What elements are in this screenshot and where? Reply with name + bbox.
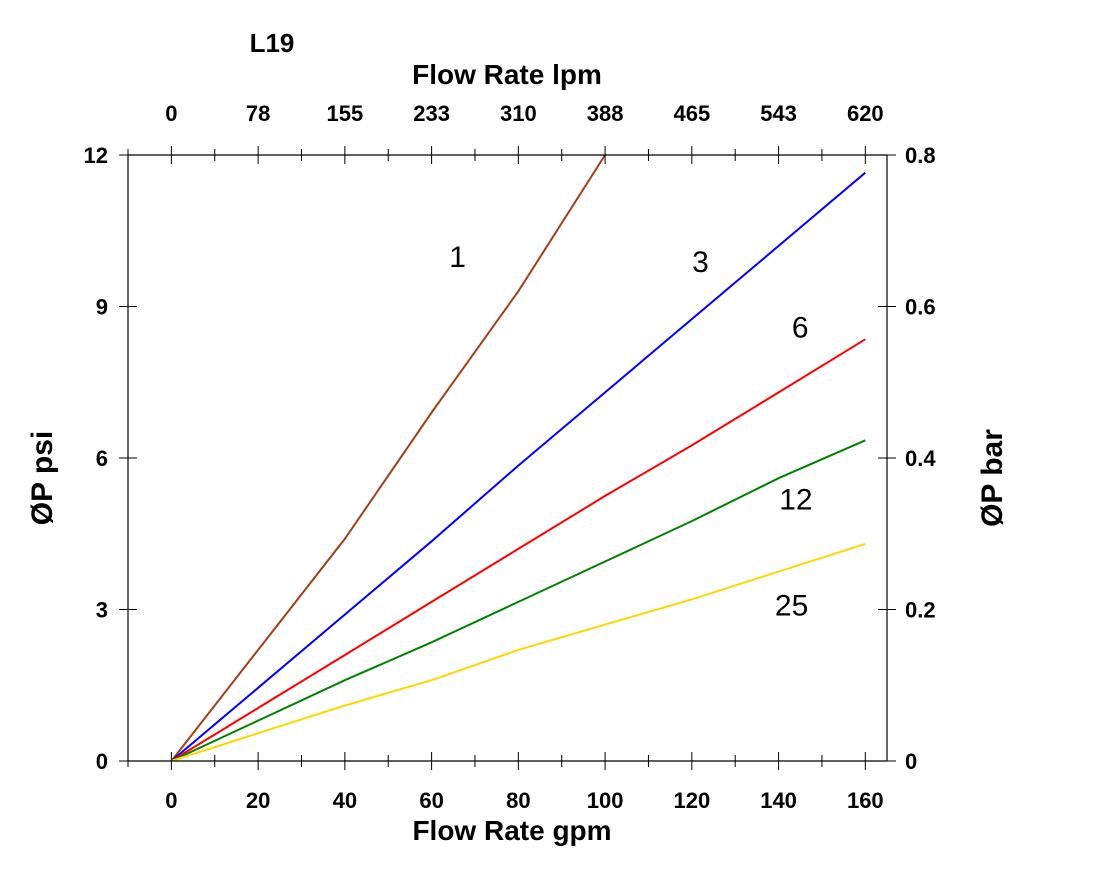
x-tick-label: 80 [506,788,530,813]
series-line-25 [171,542,866,761]
chart-title: L19 [250,28,295,58]
series-line-3 [170,171,866,761]
series-line-6 [170,338,866,761]
plot-area [128,155,887,761]
y-axis-label: ØP psi [26,431,59,525]
curve-annotation-3: 3 [692,246,709,279]
x-tick-label: 120 [673,788,710,813]
curve-annotation-25: 25 [775,589,808,622]
y2-tick-label: 0.6 [905,295,936,320]
y-tick-label: 3 [96,598,108,623]
y2-tick-label: 0 [905,749,917,774]
x-tick-label: 20 [246,788,270,813]
curve-annotation-6: 6 [792,312,809,345]
x2-tick-label: 388 [587,101,624,126]
y-tick-label: 9 [96,295,108,320]
x-tick-label: 0 [165,788,177,813]
x2-tick-label: 233 [413,101,450,126]
x-tick-label: 160 [847,788,884,813]
x2-tick-label: 155 [326,101,363,126]
series-line-12 [170,439,866,761]
x-tick-label: 40 [333,788,357,813]
y-tick-label: 12 [84,143,108,168]
curve-annotation-12: 12 [779,483,812,516]
y-tick-label: 6 [96,446,108,471]
series-line-1 [170,155,607,761]
x2-tick-label: 620 [847,101,884,126]
x2-tick-label: 78 [246,101,270,126]
x2-tick-label: 543 [760,101,797,126]
y-tick-label: 0 [96,749,108,774]
x2-tick-label: 0 [165,101,177,126]
x2-tick-label: 465 [673,101,710,126]
y2-tick-label: 0.8 [905,143,936,168]
x-tick-label: 60 [419,788,443,813]
curve-annotation-1: 1 [449,241,466,274]
y2-tick-label: 0.2 [905,598,936,623]
x-axis-label: Flow Rate gpm [412,815,611,846]
x-tick-label: 140 [760,788,797,813]
y2-axis-label: ØP bar [976,429,1009,527]
x2-axis-label: Flow Rate lpm [412,59,602,90]
x2-tick-label: 310 [500,101,537,126]
y2-tick-label: 0.4 [905,446,936,471]
x-tick-label: 100 [587,788,624,813]
